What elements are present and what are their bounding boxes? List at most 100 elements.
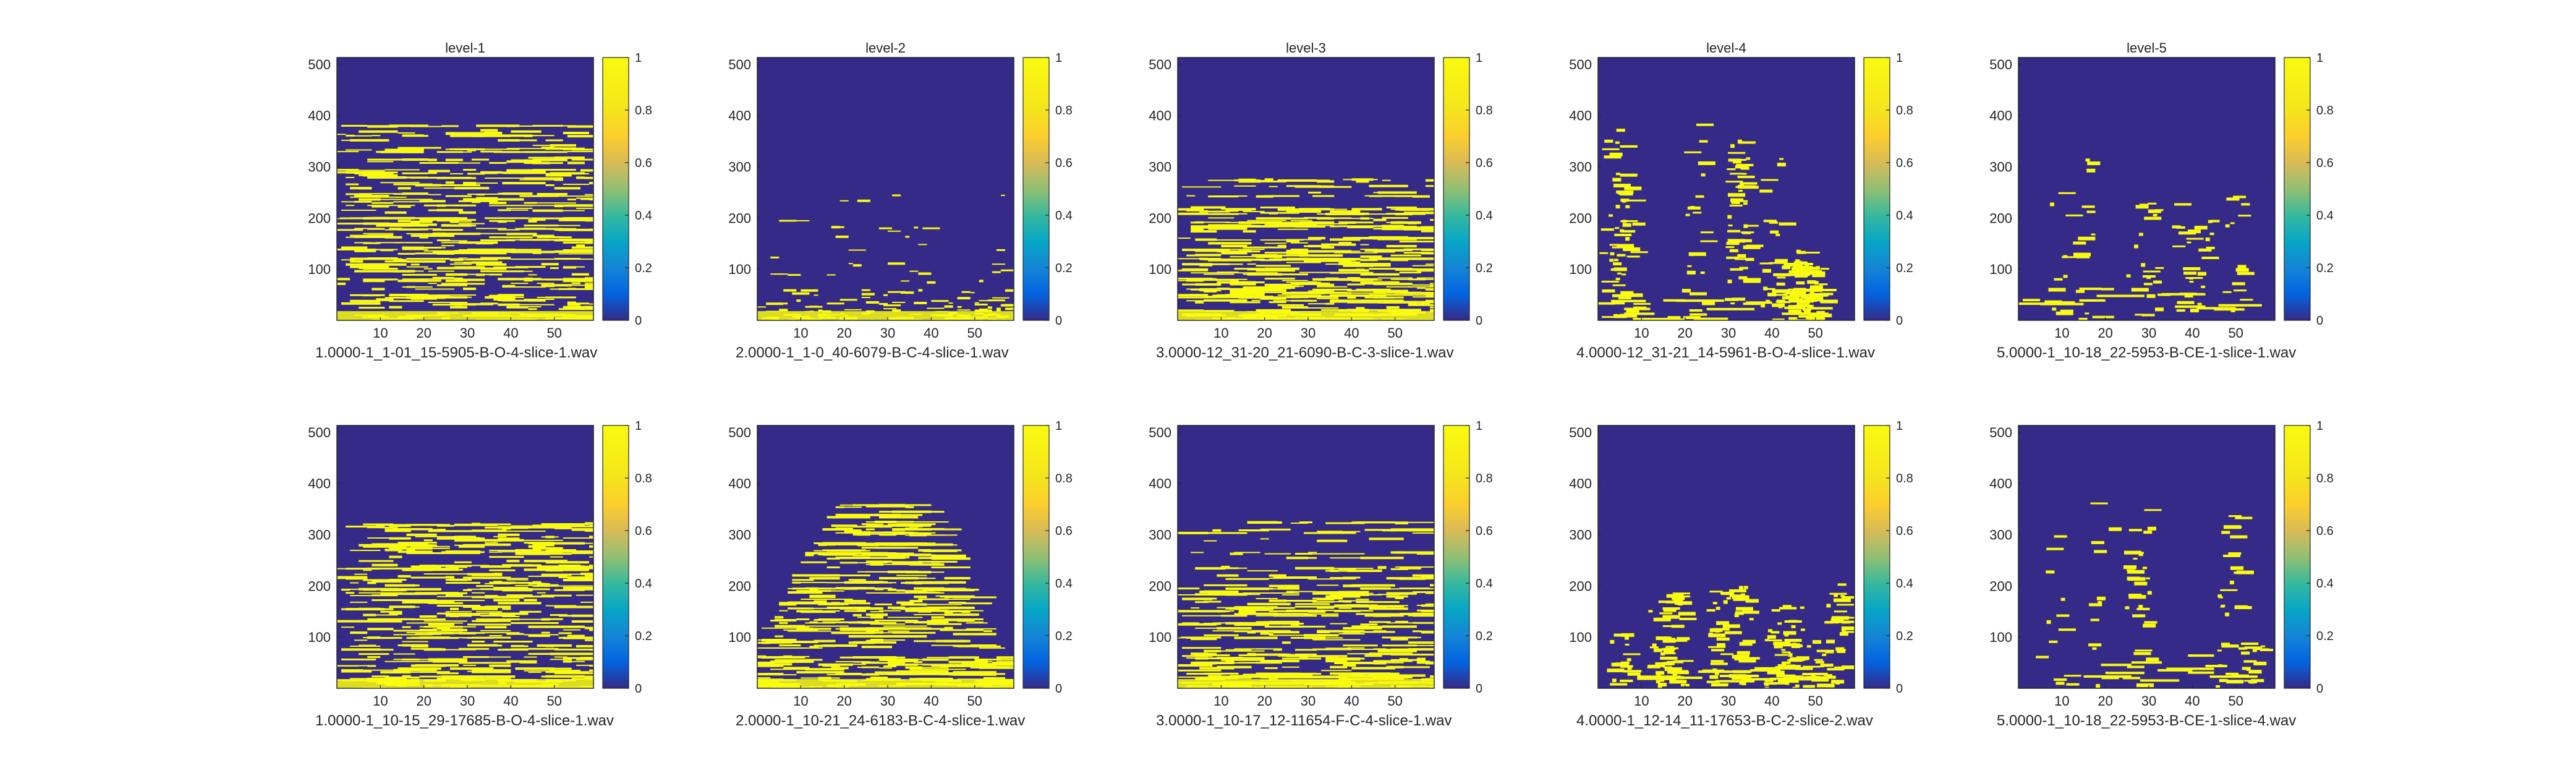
heatmap-cell-260 [1212,213,1222,215]
heatmap-cell-172 [428,524,441,526]
heatmap-cell-273 [1763,220,1777,223]
heatmap-cell-564 [415,536,459,537]
heatmap-cell-410 [1386,286,1413,288]
heatmap-cell-343 [1412,574,1434,577]
heatmap-cell-61 [2126,274,2131,278]
heatmap-cell-279 [1312,637,1343,639]
y-tick-label: 300 [728,159,751,174]
heatmap-cell-201 [1613,314,1627,318]
heatmap-cell-524 [1338,221,1356,224]
heatmap-cell-442 [1308,191,1322,194]
heatmap-cell-239 [380,637,402,639]
heatmap-cell-87 [449,221,472,223]
heatmap-cell-71 [2234,605,2248,609]
heatmap-cell-257 [1299,657,1308,660]
heatmap-cell-4 [2073,241,2086,245]
heatmap-cell-414 [909,526,923,527]
heatmap-cell-92 [1622,273,1626,276]
heatmap-cell-399 [1395,677,1404,680]
heatmap-cell-298 [857,587,893,590]
heatmap-cell-267 [1338,675,1361,677]
axes-frame [1177,425,1435,689]
heatmap-cell-111 [1412,195,1430,198]
heatmap-cell-179 [428,530,472,532]
heatmap-cell-259 [1317,213,1339,215]
heatmap-cell-503 [1178,679,1434,688]
heatmap-cell-210 [493,298,516,301]
heatmap-cell-141 [1664,662,1673,666]
heatmap-cell-508 [1334,218,1374,220]
heatmap-cell-72 [1671,625,1685,628]
heatmap-cell-487 [870,623,906,625]
colorbar-tick-label: 0.2 [2316,630,2334,643]
heatmap-cell-275 [883,542,914,544]
heatmap-cell-148 [1806,310,1811,314]
y-tick-label: 400 [308,476,331,492]
heatmap-cell-140 [835,226,844,228]
heatmap-cell-27 [944,305,953,308]
heatmap-cell-486 [1225,208,1256,211]
heatmap-cell-126 [511,130,542,133]
heatmap-cell-446 [888,606,906,609]
heatmap-cell-49 [2174,203,2192,206]
colorbar-tick-label: 0 [1896,314,1903,328]
heatmap-cell-146 [1264,178,1273,181]
heatmap-cell-420 [1308,303,1335,305]
heatmap-cell-65 [1690,292,1707,296]
heatmap-cell-134 [805,625,849,627]
colorbar-tick-label: 0.6 [1476,524,1493,538]
heatmap-cell-212 [909,600,923,603]
heatmap-cell-241 [1317,539,1348,542]
heatmap-cell-346 [528,219,546,221]
heatmap-cell-385 [389,300,424,302]
heatmap-cell-157 [1827,675,1836,679]
heatmap-cell-317 [948,656,979,659]
heatmap-cell-43 [2179,231,2196,235]
x-tick-label: 40 [924,325,938,341]
heatmap-cell-213 [1609,214,1613,217]
heatmap-cell-100 [389,199,433,200]
heatmap-cell-401 [796,628,831,630]
heatmap-cell-243 [983,630,992,633]
heatmap-cell-98 [2157,668,2193,672]
heatmap-cell-126 [1660,652,1665,656]
heatmap-cell-268 [1776,260,1785,264]
heatmap-cell-208 [1620,145,1638,148]
heatmap-cell-53 [2190,309,2199,313]
heatmap-cell-3 [827,302,844,305]
heatmap-cell-229 [1251,299,1260,301]
heatmap-cell-146 [901,280,910,282]
heatmap-cell-148 [992,263,1005,265]
heatmap-cell-312 [380,608,394,610]
heatmap-cell-83 [1377,309,1387,312]
heatmap-cell-378 [1390,659,1426,661]
heatmap-cell-462 [1421,576,1434,579]
heatmap-cell-186 [458,647,490,650]
heatmap-cell-18 [2198,248,2212,252]
heatmap-cell-71 [402,286,433,288]
heatmap-cell-2 [454,187,490,190]
heatmap-cell-276 [402,273,437,276]
heatmap-cell-207 [1390,529,1426,532]
heatmap-cell-83 [2233,195,2247,199]
heatmap-cell-319 [983,677,1005,679]
heatmap-cell-53 [1674,639,1688,642]
heatmap-cell-347 [1317,606,1335,609]
heatmap-cell-305 [502,608,511,610]
heatmap-cell-268 [545,567,580,570]
heatmap-cell-92 [584,148,593,150]
heatmap-cell-117 [1382,636,1421,638]
heatmap-cell-547 [485,526,503,529]
heatmap-cell-203 [1770,677,1788,680]
heatmap-cell-130 [528,545,546,548]
heatmap-cell-374 [550,556,563,558]
heatmap-cell-98 [393,653,415,655]
heatmap-cell-267 [1741,678,1777,681]
heatmap-cell-5 [1820,268,1829,270]
heatmap-cell-458 [1312,675,1348,678]
heatmap-cell-57 [2147,591,2152,595]
heatmap-cell-348 [436,220,459,222]
heatmap-cell-111 [489,656,511,658]
heatmap-cell-89 [1618,294,1631,297]
